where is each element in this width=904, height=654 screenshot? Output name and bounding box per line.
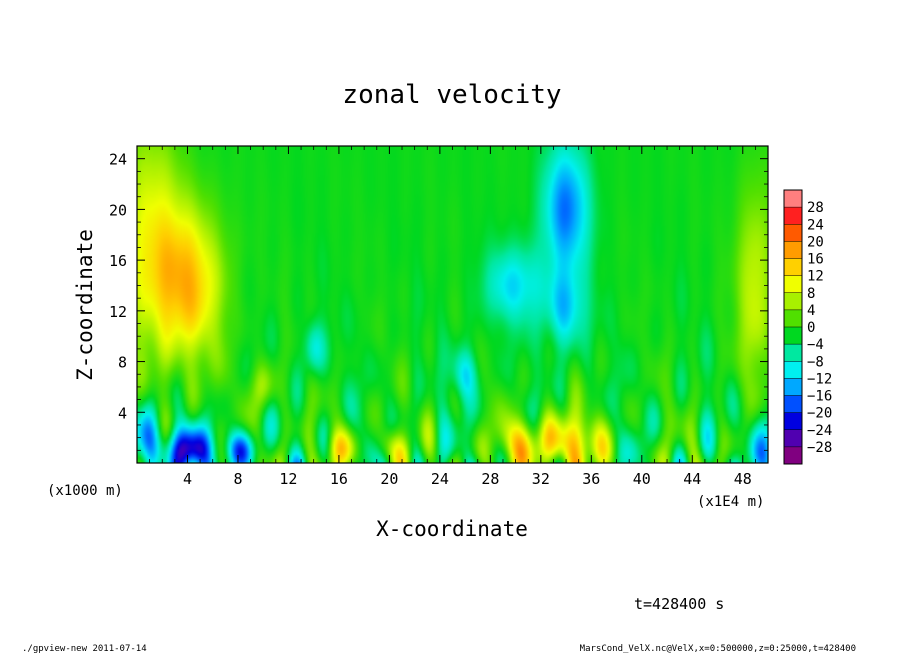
colorbar-band [784, 429, 802, 448]
colorbar-label: 12 [807, 269, 824, 285]
colorbar-band [784, 309, 802, 328]
x-tick-label: 36 [582, 470, 600, 488]
colorbar-band [784, 395, 802, 414]
colorbar-label: −28 [807, 440, 832, 456]
colorbar-band [784, 344, 802, 362]
heatmap-field [137, 146, 768, 463]
x-axis-ticks: 4 8 12 16 20 24 28 32 36 40 44 48 [149, 146, 756, 488]
x-tick-label: 28 [481, 470, 499, 488]
chart-title: zonal velocity [342, 80, 561, 110]
colorbar-label: 16 [807, 252, 824, 268]
y-tick-label: 4 [118, 404, 127, 422]
colorbar-band [784, 446, 802, 465]
heatmap-image [137, 146, 768, 463]
colorbar-band [784, 378, 802, 396]
colorbar-band [784, 190, 802, 208]
colorbar-band [784, 412, 802, 431]
x-unit-right: (x1E4 m) [697, 494, 764, 510]
x-tick-label: 40 [633, 470, 651, 488]
colorbar-label: −12 [807, 371, 832, 387]
colorbar-band [784, 224, 802, 242]
x-axis-label: X-coordinate [376, 517, 528, 541]
footer-left: ./gpview-new 2011-07-14 [22, 644, 147, 654]
x-tick-label: 8 [233, 470, 242, 488]
x-tick-label: 12 [279, 470, 297, 488]
colorbar-label: −24 [807, 423, 832, 439]
y-axis-ticks: 4 8 12 16 20 24 [109, 151, 768, 451]
y-tick-label: 12 [109, 303, 127, 321]
y-tick-label: 20 [109, 201, 127, 219]
y-axis-label: Z-coordinate [73, 229, 97, 381]
x-tick-label: 20 [380, 470, 398, 488]
y-tick-label: 8 [118, 354, 127, 372]
colorbar-band [784, 327, 802, 345]
x-tick-label: 16 [330, 470, 348, 488]
y-tick-label: 16 [109, 252, 127, 270]
footer-right: MarsCond_VelX.nc@VelX,x=0:500000,z=0:250… [580, 644, 856, 654]
colorbar-band [784, 207, 802, 225]
x-tick-label: 32 [532, 470, 550, 488]
colorbar-band [784, 241, 802, 259]
colorbar-label: 4 [807, 303, 815, 319]
colorbar-label: −16 [807, 389, 832, 405]
colorbar-label: 0 [807, 320, 815, 336]
colorbar-label: −20 [807, 406, 832, 422]
time-annotation: t=428400 s [634, 595, 724, 613]
colorbar-label: −8 [807, 354, 824, 370]
colorbar-band [784, 361, 802, 379]
colorbar-label: 28 [807, 200, 824, 216]
colorbar-label: 20 [807, 234, 824, 250]
colorbar-band [784, 258, 802, 277]
colorbar-label: 8 [807, 286, 815, 302]
colorbar-band [784, 292, 802, 311]
colorbar-label: 24 [807, 217, 824, 233]
colorbar-label: −4 [807, 337, 824, 353]
x-tick-label: 4 [183, 470, 192, 488]
x-tick-label: 24 [431, 470, 449, 488]
x-tick-label: 48 [734, 470, 752, 488]
colorbar-band [784, 275, 802, 294]
y-tick-label: 24 [109, 151, 127, 169]
x-tick-label: 44 [683, 470, 701, 488]
x-unit-left: (x1000 m) [47, 483, 123, 499]
